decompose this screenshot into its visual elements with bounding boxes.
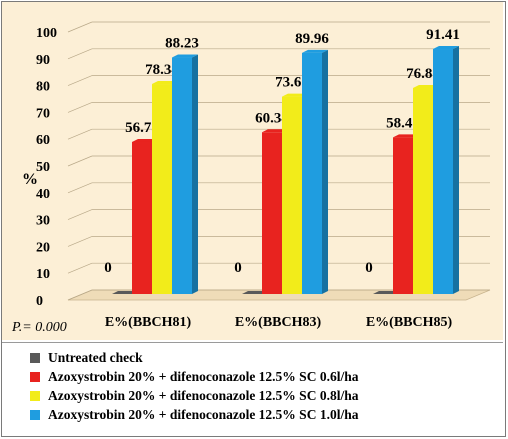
bar-top xyxy=(413,84,439,88)
bar-top xyxy=(433,46,459,50)
legend-label: Azoxystrobin 20% + difenoconazole 12.5% … xyxy=(48,387,359,403)
data-label: 73.65 xyxy=(275,75,309,91)
y-tick-label: 60 xyxy=(36,133,50,148)
legend-swatch xyxy=(30,390,40,401)
y-tick-label: 20 xyxy=(36,240,50,255)
data-label: 0 xyxy=(234,260,242,276)
legend-label: Azoxystrobin 20% + difenoconazole 12.5% … xyxy=(48,406,359,422)
data-label: 89.96 xyxy=(295,31,329,47)
legend-item: Azoxystrobin 20% + difenoconazole 12.5% … xyxy=(30,367,358,386)
bar-top xyxy=(393,134,419,138)
gridline-depth xyxy=(67,262,93,274)
bar xyxy=(132,141,152,294)
bar xyxy=(242,291,268,294)
y-tick-label: 70 xyxy=(36,106,50,121)
y-tick-label: 90 xyxy=(36,53,50,68)
bar xyxy=(302,52,322,295)
data-label: 78.34 xyxy=(145,62,179,78)
legend-label: Untreated check xyxy=(48,349,143,365)
gridline-depth xyxy=(67,48,93,60)
legend-label: Azoxystrobin 20% + difenoconazole 12.5% … xyxy=(48,368,359,384)
bar-top xyxy=(302,49,328,53)
legend-item: Azoxystrobin 20% + difenoconazole 12.5% … xyxy=(30,405,358,424)
bar-side xyxy=(453,46,459,295)
bar-side xyxy=(322,49,328,295)
data-label: 0 xyxy=(365,260,373,276)
legend-area xyxy=(2,342,503,435)
gridline-depth xyxy=(67,75,93,86)
data-label: 76.88 xyxy=(406,66,440,82)
bar-top xyxy=(282,93,308,97)
data-label: 56.73 xyxy=(125,120,159,136)
bar xyxy=(172,57,192,295)
bar xyxy=(152,84,172,294)
gridline-depth xyxy=(67,102,93,113)
y-tick-label: 0 xyxy=(36,294,43,309)
bar-side xyxy=(192,54,198,294)
y-tick-label: 80 xyxy=(36,80,50,95)
gridline-depth xyxy=(67,128,93,140)
legend-swatch xyxy=(30,409,40,420)
x-category-label: E%(BBCH85) xyxy=(366,315,453,330)
data-label: 0 xyxy=(104,260,112,276)
y-tick-label: 10 xyxy=(36,267,50,282)
data-label: 60.34 xyxy=(255,110,289,126)
x-category-label: E%(BBCH83) xyxy=(235,315,322,330)
bar xyxy=(282,96,302,294)
gridline-depth xyxy=(67,209,93,220)
y-tick-label: 40 xyxy=(36,187,50,202)
gridline-depth xyxy=(67,236,93,247)
y-tick-label: 50 xyxy=(36,160,50,175)
gridline-depth xyxy=(67,155,93,167)
bar xyxy=(433,49,453,295)
bar xyxy=(393,137,413,294)
bar xyxy=(262,132,282,294)
legend: Untreated check Azoxystrobin 20% + difeno… xyxy=(30,348,358,424)
data-label: 91.41 xyxy=(426,27,460,43)
legend-swatch xyxy=(30,371,40,382)
bar xyxy=(373,291,399,294)
bar-chart: 0 10 20 30 40 50 60 70 80 90 100% 0 56.73 78.34 88.23 E… xyxy=(22,21,491,330)
legend-item: Untreated check xyxy=(30,348,358,367)
bar-top xyxy=(262,129,288,133)
bar-top xyxy=(172,54,198,58)
p-value-annotation: P.= 0.000 xyxy=(12,320,67,335)
gridline-depth xyxy=(67,289,93,301)
y-tick-label: 100 xyxy=(36,26,57,41)
data-label: 58.42 xyxy=(386,115,420,131)
y-axis-label: % xyxy=(22,171,38,188)
gridline-depth xyxy=(67,182,93,194)
bar xyxy=(413,87,433,294)
x-category-label: E%(BBCH81) xyxy=(105,315,192,330)
bar-top xyxy=(152,81,178,85)
bar xyxy=(112,291,138,294)
data-label: 88.23 xyxy=(165,36,199,52)
legend-swatch xyxy=(30,352,40,363)
y-tick-label: 30 xyxy=(36,214,50,229)
legend-item: Azoxystrobin 20% + difenoconazole 12.5% … xyxy=(30,386,358,405)
gridline-depth xyxy=(67,21,93,33)
bar-top xyxy=(132,138,158,142)
